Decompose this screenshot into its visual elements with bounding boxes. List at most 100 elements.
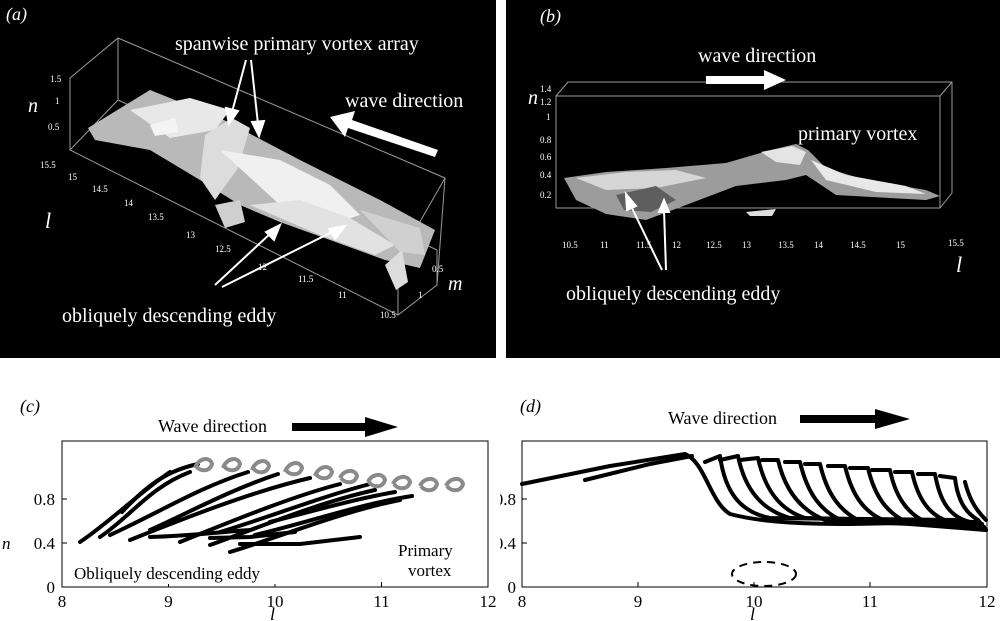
- dashed-ellipse: [731, 561, 797, 587]
- y-tick: 0: [47, 578, 56, 597]
- panel-b-l-tick: 11.5: [636, 240, 652, 250]
- panel-d-label: (d): [520, 396, 541, 417]
- panel-b-n-tick: 0.2: [540, 190, 551, 200]
- panel-a-l-ticks: 15.5 15 14.5 14 13.5 13 12.5 12 11.5 11 …: [40, 160, 396, 320]
- x-tick: 11: [373, 592, 389, 611]
- panel-a-l-tick: 12.5: [215, 244, 231, 254]
- y-tick: 0.8: [34, 490, 55, 509]
- primary-vortex-annotation-line1: Primary: [398, 541, 453, 560]
- panel-b-n-ticks: 1.4 1.2 1 0.8 0.6 0.4 0.2: [540, 84, 552, 200]
- y-axis-label: n: [2, 534, 11, 553]
- panel-b-l-tick: 12: [672, 240, 681, 250]
- panel-a-m-axis-label: m: [448, 273, 462, 295]
- panel-b-n-tick: 0.4: [540, 170, 552, 180]
- y-tick: 0.4: [34, 534, 56, 553]
- wave-direction-annotation: wave direction: [345, 90, 463, 112]
- panel-b-l-tick: 14.5: [850, 240, 866, 250]
- panel-a-n-ticks: 1.5 1 0.5: [48, 74, 62, 132]
- panel-a-m-ticks: 1 0.5: [418, 264, 444, 300]
- primary-vortex-annotation: primary vortex: [798, 123, 917, 145]
- panel-a-l-tick: 14: [124, 198, 134, 208]
- x-axis-label: l: [270, 604, 275, 621]
- y-tick-labels: 0 0.4 0.8: [34, 490, 56, 597]
- panel-b-n-tick: 1.4: [540, 84, 552, 94]
- panel-b-l-ticks: 10.5 11 11.5 12 12.5 13 13.5 14 14.5 15 …: [562, 238, 964, 250]
- panel-a-n-tick: 0.5: [48, 122, 60, 132]
- panel-b-n-tick: 1: [546, 112, 551, 122]
- y-tick: 0.4: [500, 534, 517, 553]
- panel-b-n-tick: 1.2: [540, 97, 551, 107]
- panel-a: (a) spanwise primary vortex array wave d…: [0, 0, 496, 358]
- wave-direction-arrow: [330, 111, 438, 157]
- oblique-eddy-annotation: obliquely descending eddy: [566, 283, 780, 305]
- panel-a-n-axis-label: n: [28, 95, 38, 117]
- panel-b-n-tick: 0.8: [540, 135, 552, 145]
- panel-b-label: (b): [540, 6, 561, 27]
- panel-b-l-tick: 15: [896, 240, 906, 250]
- panel-a-l-tick: 15: [68, 172, 78, 182]
- spanwise-vortex-arrows: [224, 59, 266, 139]
- vortex-trajectories: [520, 452, 988, 532]
- x-tick: 12: [979, 592, 996, 611]
- panel-b-l-tick: 14: [814, 240, 824, 250]
- wave-direction-arrow: [292, 417, 398, 437]
- x-tick: 8: [518, 592, 527, 611]
- panel-a-l-tick: 12: [258, 262, 267, 272]
- panel-a-l-tick: 11.5: [298, 274, 314, 284]
- panel-b-l-tick: 13.5: [778, 240, 794, 250]
- panel-b-l-tick: 15.5: [948, 238, 964, 248]
- y-tick-labels: 0 0.4 0.8: [500, 490, 517, 597]
- wave-direction-annotation: Wave direction: [158, 416, 267, 436]
- wave-direction-arrow: [706, 70, 786, 90]
- x-tick: 12: [480, 592, 497, 611]
- wave-direction-annotation: Wave direction: [668, 408, 777, 428]
- panel-d: (d) Wave direction 8 9 10 11 12 0: [500, 372, 1000, 621]
- panel-b-l-tick: 13: [742, 240, 752, 250]
- panel-a-l-tick: 10.5: [380, 310, 396, 320]
- annotation-background: [64, 564, 304, 584]
- oblique-eddy-arrows: [624, 191, 671, 271]
- panel-a-l-tick: 15.5: [40, 160, 56, 170]
- primary-vortex-annotation-line2: vortex: [408, 561, 452, 580]
- x-tick-labels: 8 9 10 11 12: [58, 592, 497, 611]
- panel-a-m-tick: 1: [418, 290, 423, 300]
- wave-direction-annotation: wave direction: [698, 45, 816, 67]
- panel-b-l-tick: 10.5: [562, 240, 578, 250]
- panel-b-isosurface: [564, 144, 940, 220]
- y-tick: 0: [508, 578, 517, 597]
- panel-b-l-axis-label: l: [956, 252, 962, 277]
- x-tick: 10: [267, 592, 284, 611]
- oblique-eddy-arrows: [214, 222, 348, 288]
- panel-b-l-tick: 12.5: [706, 240, 722, 250]
- x-tick: 11: [862, 592, 878, 611]
- oblique-eddy-trajectories: [78, 462, 414, 554]
- spanwise-vortex-annotation: spanwise primary vortex array: [175, 33, 419, 55]
- x-tick: 9: [634, 592, 643, 611]
- panel-a-l-tick: 14.5: [92, 184, 108, 194]
- x-tick: 8: [58, 592, 67, 611]
- panel-a-l-tick: 13.5: [148, 212, 164, 222]
- x-tick-labels: 8 9 10 11 12: [518, 592, 996, 611]
- panel-a-m-tick: 0.5: [432, 264, 444, 274]
- y-tick: 0.8: [500, 490, 516, 509]
- panel-b: (b) wave direction primary vortex obliqu…: [506, 0, 1000, 358]
- x-tick: 10: [746, 592, 763, 611]
- oblique-eddy-annotation: obliquely descending eddy: [62, 305, 276, 327]
- panel-c: (c) Wave direction: [0, 372, 500, 621]
- panel-a-n-tick: 1: [55, 96, 60, 106]
- panel-a-isosurface: [88, 90, 435, 290]
- primary-vortex-loops: [193, 457, 466, 493]
- panel-b-n-tick: 0.6: [540, 152, 552, 162]
- annotation-background: [394, 540, 486, 584]
- panel-a-n-tick: 1.5: [50, 74, 62, 84]
- panel-b-n-axis-label: n: [528, 87, 538, 109]
- panel-a-label: (a): [6, 4, 27, 25]
- panel-c-label: (c): [20, 396, 40, 417]
- panel-a-l-tick: 11: [338, 290, 347, 300]
- panel-a-l-axis-label: l: [45, 208, 51, 233]
- panel-b-l-tick: 11: [600, 240, 609, 250]
- wave-direction-arrow: [800, 409, 910, 429]
- x-axis-label: l: [750, 604, 755, 621]
- panel-b-bounding-box: [555, 81, 953, 209]
- panel-a-l-tick: 13: [186, 230, 196, 240]
